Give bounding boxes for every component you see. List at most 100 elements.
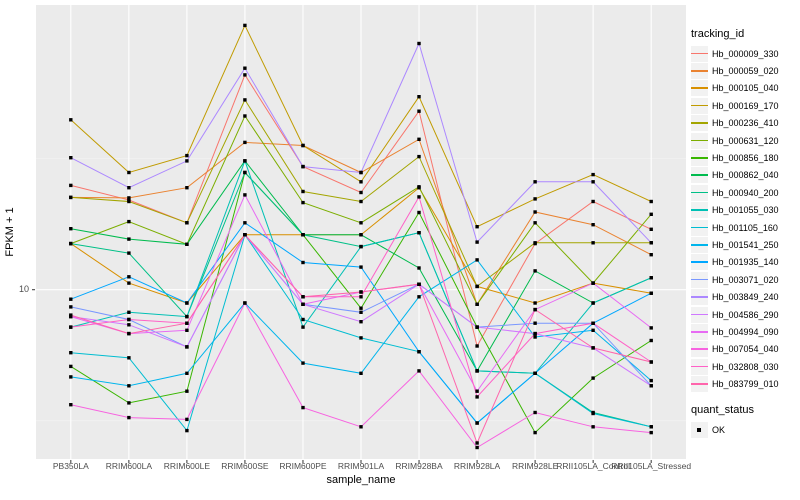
legend-entry-label: Hb_000009_330 xyxy=(712,48,779,59)
data-point xyxy=(417,231,421,235)
legend-entry-Hb_000169_170: Hb_000169_170 xyxy=(691,97,799,114)
data-point xyxy=(533,301,537,305)
data-point xyxy=(243,233,247,237)
data-point xyxy=(127,401,131,405)
legend-entry-label: Hb_001935_140 xyxy=(712,257,779,268)
data-point xyxy=(301,405,305,410)
legend-entry-Hb_004586_290: Hb_004586_290 xyxy=(691,306,799,323)
data-point xyxy=(417,185,421,189)
data-point xyxy=(417,266,421,270)
data-point xyxy=(533,269,537,273)
data-point xyxy=(185,371,189,375)
data-point xyxy=(591,321,595,325)
data-point xyxy=(649,425,653,429)
data-point xyxy=(127,219,131,224)
x-tick-label-RRII105LA_Stressed: RRII105LA_Stressed xyxy=(611,461,692,471)
series-color-line xyxy=(691,157,708,159)
data-point xyxy=(185,242,189,246)
data-point xyxy=(127,415,131,420)
data-point xyxy=(649,360,653,364)
data-point xyxy=(243,301,247,305)
data-point xyxy=(649,338,653,343)
data-point xyxy=(591,301,595,305)
data-point xyxy=(649,253,653,257)
data-point xyxy=(649,241,653,245)
data-point xyxy=(649,212,653,216)
data-point xyxy=(185,321,189,325)
data-point xyxy=(185,345,189,349)
legend-key-line-icon xyxy=(691,341,708,358)
legend-entry-Hb_083799_010: Hb_083799_010 xyxy=(691,375,799,393)
data-point xyxy=(649,291,653,295)
data-point xyxy=(127,199,131,204)
legend-entry-Hb_000631_120: Hb_000631_120 xyxy=(691,132,799,149)
x-axis-title: sample_name xyxy=(326,474,396,486)
x-tick-label-RRIM928LA: RRIM928LA xyxy=(453,461,501,471)
legend-key-line-icon xyxy=(691,289,708,306)
data-point xyxy=(243,193,247,197)
data-point xyxy=(417,282,421,286)
data-point xyxy=(69,351,73,355)
data-point xyxy=(417,210,421,215)
legend-key-line-icon xyxy=(691,150,708,167)
data-point xyxy=(185,417,189,422)
legend-entry-Hb_001055_030: Hb_001055_030 xyxy=(691,202,799,219)
data-point xyxy=(591,281,595,285)
data-point xyxy=(533,430,537,435)
series-color-line xyxy=(691,104,708,107)
legend-key-line-icon xyxy=(691,271,708,288)
legend-entry-Hb_001541_250: Hb_001541_250 xyxy=(691,236,799,253)
series-color-line xyxy=(691,278,708,281)
legend-key-line-icon xyxy=(691,376,708,393)
data-point xyxy=(185,428,189,433)
legend-entry-label: OK xyxy=(712,424,726,435)
data-point xyxy=(417,41,421,46)
series-color-line xyxy=(691,70,708,72)
legend-entry-label: Hb_003849_240 xyxy=(712,292,779,303)
data-point xyxy=(243,73,247,77)
data-point xyxy=(127,186,131,190)
legend-entry-label: Hb_003071_020 xyxy=(712,274,779,285)
data-point xyxy=(185,153,189,158)
legend-entry-label: Hb_000631_120 xyxy=(712,135,779,146)
data-point xyxy=(533,307,537,312)
black-square-point-icon xyxy=(697,427,701,432)
data-point xyxy=(243,66,247,70)
legend-key-line-icon xyxy=(691,97,708,114)
y-axis-tick-label: 10 xyxy=(18,284,29,294)
legend-key-line-icon xyxy=(691,202,708,219)
legend-entry-Hb_004994_090: Hb_004994_090 xyxy=(691,323,799,340)
data-point xyxy=(185,328,189,332)
data-point xyxy=(417,195,421,199)
data-point xyxy=(301,325,305,329)
series-color-line xyxy=(691,296,708,298)
series-color-line xyxy=(691,365,708,368)
data-point xyxy=(127,323,131,327)
data-point xyxy=(359,170,363,175)
data-point xyxy=(359,244,363,249)
data-point xyxy=(649,199,653,204)
data-point xyxy=(417,95,421,99)
legend-key-line-icon xyxy=(691,254,708,271)
series-color-line xyxy=(691,313,708,316)
data-point xyxy=(417,369,421,373)
data-point xyxy=(243,221,247,225)
data-point xyxy=(185,301,189,305)
legend-entry-label: Hb_001055_030 xyxy=(712,205,779,216)
data-point xyxy=(127,237,131,241)
data-point xyxy=(359,306,363,310)
data-point xyxy=(533,410,537,415)
data-point xyxy=(69,403,73,407)
x-tick-label-RRIM928BA: RRIM928BA xyxy=(395,461,443,471)
legend-entry-Hb_000940_200: Hb_000940_200 xyxy=(691,184,799,201)
data-point xyxy=(185,389,189,393)
data-point xyxy=(69,313,73,317)
series-color-line xyxy=(691,226,708,229)
series-color-line xyxy=(691,174,708,177)
data-point xyxy=(591,199,595,204)
x-tick-label-PB350LA: PB350LA xyxy=(52,461,89,471)
data-point xyxy=(475,389,479,393)
x-tick-label-RRII105LA_Control: RRII105LA_Control xyxy=(556,461,630,471)
data-point xyxy=(649,227,653,231)
